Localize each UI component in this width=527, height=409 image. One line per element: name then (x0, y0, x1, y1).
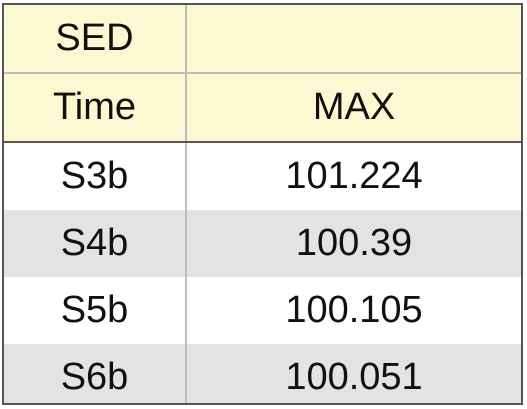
max-cell: 100.051 (186, 344, 521, 403)
time-cell: S4b (4, 210, 187, 277)
header-cell-max: MAX (186, 73, 521, 143)
table-row: S5b 100.105 (4, 277, 521, 344)
table-header-row-group: SED (4, 5, 521, 74)
data-table-frame: SED Time MAX S3b 101.224 S4b 100.39 S5b … (2, 3, 523, 405)
max-cell: 100.39 (186, 210, 521, 277)
header-cell-sed: SED (4, 5, 187, 74)
data-table: SED Time MAX S3b 101.224 S4b 100.39 S5b … (4, 5, 521, 403)
max-cell: 101.224 (186, 142, 521, 210)
time-cell: S5b (4, 277, 187, 344)
time-cell: S3b (4, 142, 187, 210)
header-cell-time: Time (4, 73, 187, 143)
table-row: S3b 101.224 (4, 142, 521, 210)
time-cell: S6b (4, 344, 187, 403)
table-header-row-columns: Time MAX (4, 73, 521, 143)
table-row: S4b 100.39 (4, 210, 521, 277)
max-cell: 100.105 (186, 277, 521, 344)
table-row: S6b 100.051 (4, 344, 521, 403)
header-cell-empty (186, 5, 521, 74)
